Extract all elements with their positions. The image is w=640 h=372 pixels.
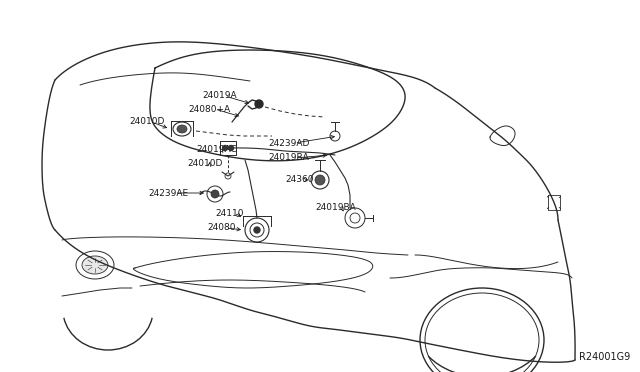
Ellipse shape (82, 256, 108, 274)
Text: 24239AE: 24239AE (148, 189, 188, 198)
Text: 24019A: 24019A (202, 92, 237, 100)
Text: 24010D: 24010D (129, 118, 164, 126)
Text: 24019BA: 24019BA (315, 203, 356, 212)
Text: 24360: 24360 (285, 176, 314, 185)
Circle shape (211, 190, 219, 198)
Text: 24239AD: 24239AD (268, 138, 309, 148)
Text: 24110: 24110 (215, 208, 243, 218)
Circle shape (223, 145, 227, 151)
Text: R24001G9: R24001G9 (579, 352, 630, 362)
Text: 24019AC: 24019AC (196, 144, 237, 154)
Circle shape (254, 227, 260, 233)
Text: 24080+A: 24080+A (188, 105, 230, 113)
Circle shape (228, 145, 234, 151)
Text: 24019BA: 24019BA (268, 154, 308, 163)
Text: 24080: 24080 (207, 224, 236, 232)
Text: 24010D: 24010D (187, 158, 222, 167)
Circle shape (255, 100, 263, 108)
Ellipse shape (177, 125, 187, 133)
Circle shape (315, 175, 325, 185)
